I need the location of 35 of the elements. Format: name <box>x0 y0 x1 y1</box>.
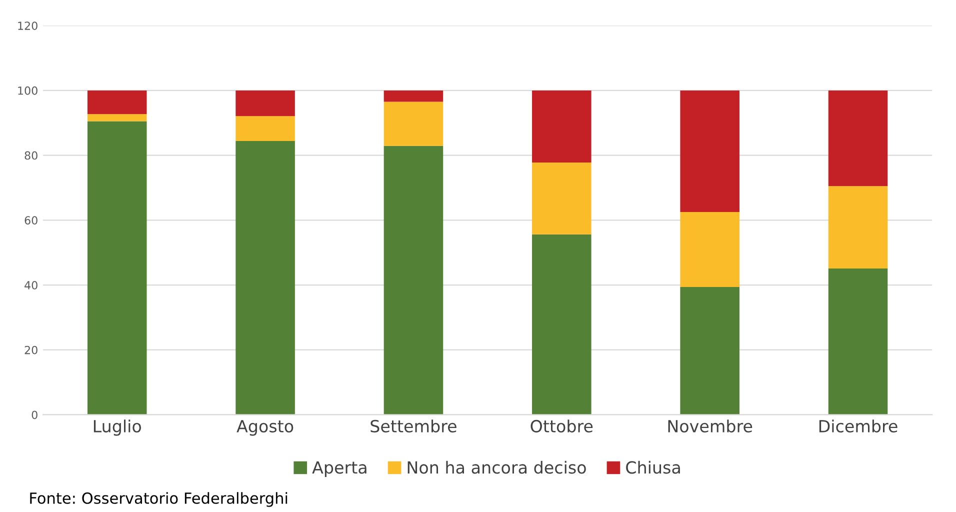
y-tick-label: 60 <box>24 216 38 225</box>
legend-label: Non ha ancora deciso <box>408 460 586 474</box>
y-tick-label: 0 <box>32 410 38 420</box>
y-tick-label: 80 <box>24 151 38 160</box>
y-tick-label: 40 <box>24 280 38 290</box>
bar <box>680 212 740 287</box>
bar <box>87 90 147 114</box>
bar <box>236 116 295 142</box>
bar <box>87 121 147 415</box>
legend-label: Aperta <box>312 461 366 477</box>
x-tick-label: Ottobre <box>530 420 593 432</box>
bar <box>828 268 888 415</box>
bar <box>532 90 592 162</box>
x-tick-label: Novembre <box>668 420 752 432</box>
bar <box>828 90 888 186</box>
x-tick-label: Dicembre <box>819 420 898 432</box>
legend-label: Chiusa <box>626 460 680 474</box>
bar <box>828 186 888 268</box>
bar <box>680 286 740 415</box>
bar <box>236 90 295 116</box>
bar <box>532 234 592 415</box>
bar <box>384 102 444 146</box>
source-note: Fonte: Osservatorio Federalberghi <box>30 492 288 507</box>
y-tick-label: 100 <box>18 86 38 95</box>
bar <box>384 146 444 415</box>
bar <box>236 141 295 415</box>
bar <box>384 90 444 102</box>
bar <box>532 162 592 234</box>
x-tick-label: Agosto <box>236 420 294 436</box>
x-tick-label: Settembre <box>370 420 456 432</box>
y-tick-label: 120 <box>18 22 38 30</box>
bar <box>87 114 147 122</box>
bar <box>680 90 740 212</box>
y-tick-label: 20 <box>24 346 38 354</box>
x-tick-label: Luglio <box>94 420 141 436</box>
